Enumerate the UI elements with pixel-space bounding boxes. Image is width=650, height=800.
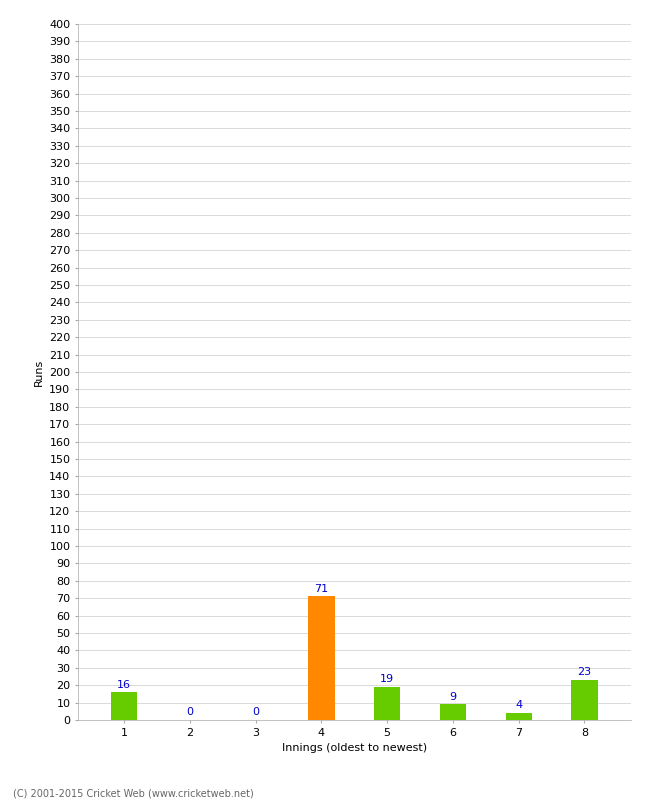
Bar (374, 687, 400, 720)
Text: 4: 4 (515, 701, 522, 710)
Text: 19: 19 (380, 674, 394, 684)
Bar (111, 692, 137, 720)
Text: (C) 2001-2015 Cricket Web (www.cricketweb.net): (C) 2001-2015 Cricket Web (www.cricketwe… (13, 788, 254, 798)
Bar (440, 704, 466, 720)
Text: 71: 71 (315, 584, 328, 594)
Text: 16: 16 (117, 679, 131, 690)
Text: 23: 23 (577, 667, 592, 678)
Bar (506, 713, 532, 720)
X-axis label: Innings (oldest to newest): Innings (oldest to newest) (281, 743, 427, 753)
Bar (571, 680, 597, 720)
Y-axis label: Runs: Runs (34, 358, 44, 386)
Text: 0: 0 (252, 707, 259, 718)
Bar (308, 597, 335, 720)
Text: 0: 0 (187, 707, 193, 718)
Text: 9: 9 (449, 692, 456, 702)
